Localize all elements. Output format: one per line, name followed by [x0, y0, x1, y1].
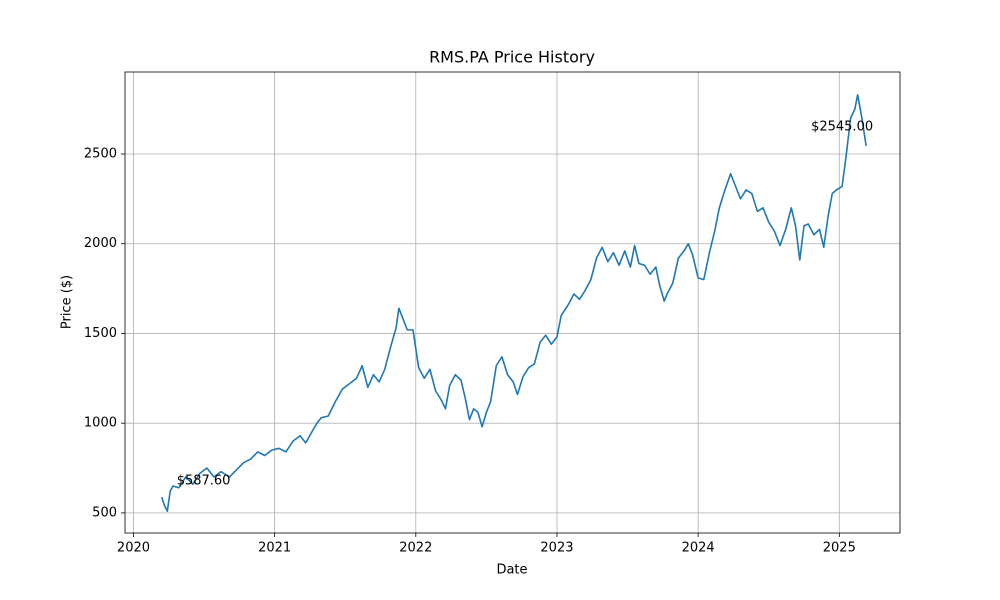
x-tick-label: 2022: [399, 541, 432, 556]
y-tick-label: 500: [92, 505, 117, 520]
x-axis-label: Date: [496, 563, 527, 578]
y-axis-label: Price ($): [60, 275, 75, 329]
value-label: $2545.00: [811, 119, 873, 134]
x-tick-label: 2023: [540, 541, 573, 556]
x-tick-label: 2021: [258, 541, 291, 556]
y-tick-label: 2000: [84, 236, 117, 251]
y-tick-label: 1500: [84, 326, 117, 341]
x-tick-label: 2020: [117, 541, 150, 556]
y-tick-label: 1000: [84, 416, 117, 431]
price-line: [160, 93, 867, 512]
chart-title: RMS.PA Price History: [429, 48, 595, 67]
plot-frame: [124, 71, 901, 534]
x-tick-label: 2024: [682, 541, 715, 556]
x-tick-label: 2025: [823, 541, 856, 556]
y-tick-label: 2500: [84, 147, 117, 162]
value-label: $587.60: [177, 474, 231, 489]
